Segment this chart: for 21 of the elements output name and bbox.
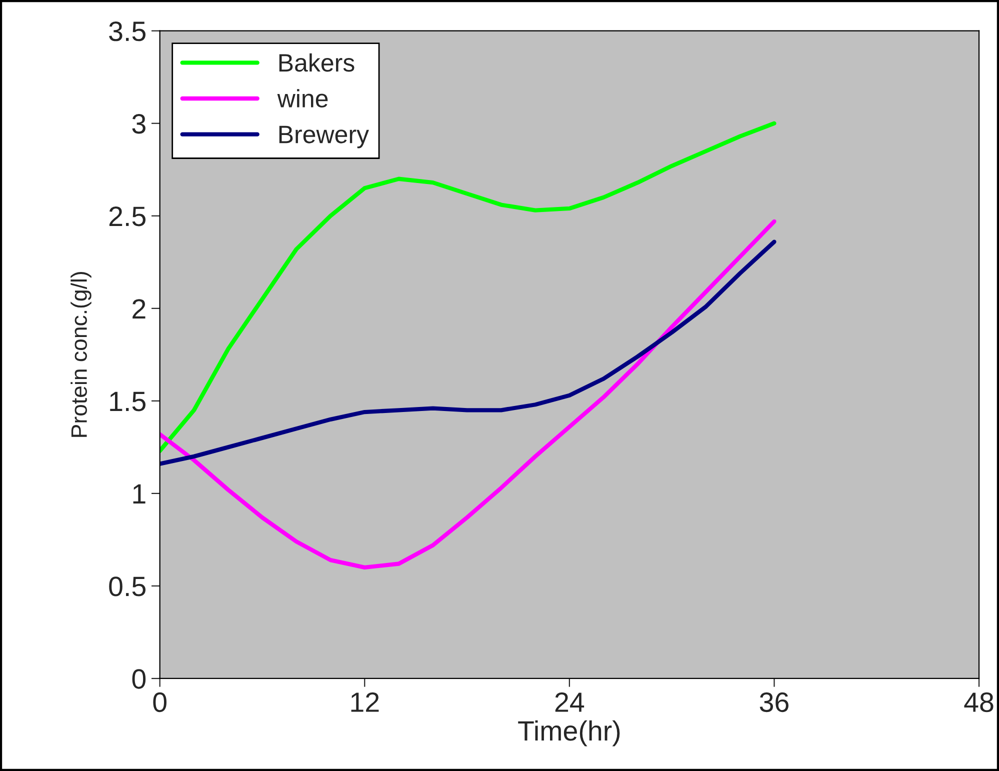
x-tick-label: 24 bbox=[555, 692, 584, 712]
y-tick-label: 0.5 bbox=[109, 576, 146, 596]
x-tick-label: 48 bbox=[964, 692, 994, 712]
legend-label: Brewery bbox=[279, 126, 369, 148]
x-tick-label: 12 bbox=[351, 692, 379, 712]
y-tick-label: 1 bbox=[133, 484, 146, 504]
x-tick-label: 36 bbox=[760, 692, 788, 712]
y-tick-label: 2.5 bbox=[109, 206, 146, 226]
y-tick-label: 0 bbox=[132, 669, 146, 689]
line-series bbox=[160, 121, 776, 453]
line-series bbox=[160, 240, 776, 466]
y-tick-label: 1.5 bbox=[110, 392, 146, 412]
line-series bbox=[160, 219, 776, 570]
legend-label: Bakers bbox=[279, 53, 354, 72]
y-axis-title: Protein conc.(g/l) bbox=[70, 272, 92, 437]
x-axis-title: Time(hr) bbox=[518, 720, 620, 746]
y-tick-label: 3.5 bbox=[109, 22, 146, 42]
y-tick-label: 2 bbox=[132, 299, 146, 318]
x-tick-label: 0 bbox=[153, 692, 166, 712]
y-tick-label: 3 bbox=[132, 114, 146, 134]
legend-label: wine bbox=[277, 89, 328, 108]
